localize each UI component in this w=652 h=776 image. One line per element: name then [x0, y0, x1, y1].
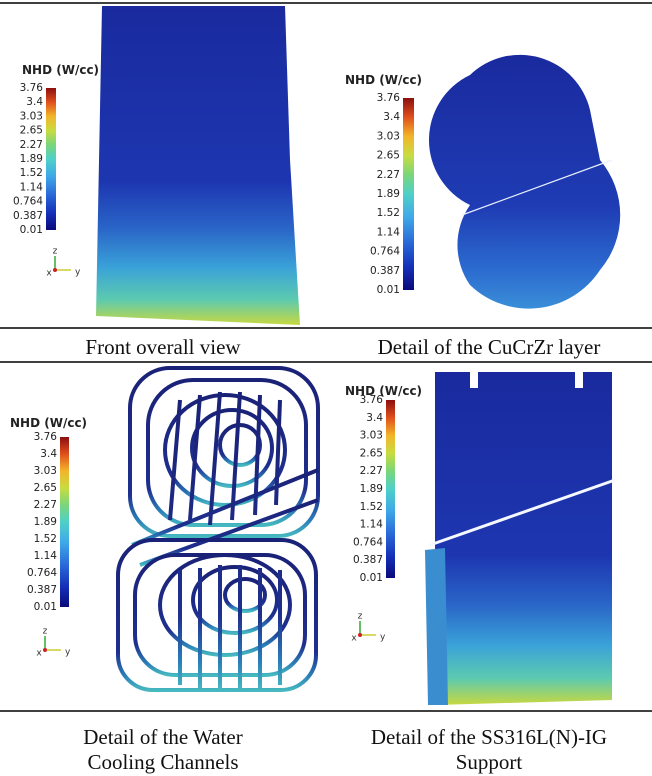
colorbar-label: 1.89 [377, 188, 400, 200]
colorbar-label: 2.65 [20, 125, 43, 137]
colorbar-title: NHD (W/cc) [345, 384, 422, 398]
triad-label: y [65, 648, 71, 658]
colorbar-label: 3.76 [20, 82, 44, 94]
colorbar-label: 3.03 [34, 465, 57, 477]
colorbar [403, 98, 414, 290]
colorbar-label: 0.01 [20, 224, 43, 236]
colorbar-label: 3.76 [377, 92, 401, 104]
axis-triad [358, 633, 362, 637]
triad-label: z [358, 612, 363, 622]
colorbar-label: 0.387 [13, 210, 43, 222]
colorbar-label: 3.4 [366, 412, 383, 424]
colorbar-label: 1.89 [360, 483, 383, 495]
caption: Detail of the SS316L(N)-IG [371, 725, 607, 749]
channels-image [116, 366, 320, 692]
colorbar-label: 2.65 [34, 482, 57, 494]
colorbar-label: 3.76 [360, 394, 384, 406]
colorbar-label: 1.52 [377, 207, 400, 219]
triad-label: x [351, 634, 357, 644]
colorbar-label: 3.03 [377, 130, 400, 142]
colorbar [386, 400, 395, 578]
cucrzr-image [428, 54, 621, 309]
caption: Detail of the Water [83, 725, 242, 749]
colorbar-title: NHD (W/cc) [10, 416, 87, 430]
colorbar-label: 3.03 [360, 430, 383, 442]
colorbar-label: 0.764 [27, 567, 57, 579]
colorbar-title: NHD (W/cc) [22, 63, 99, 77]
colorbar-label: 0.764 [13, 196, 43, 208]
colorbar-label: 0.01 [377, 284, 400, 296]
colorbar-label: 3.4 [383, 111, 400, 123]
triad-label: z [53, 247, 58, 257]
colorbar-label: 2.65 [360, 447, 383, 459]
colorbar-label: 1.14 [377, 226, 401, 238]
colorbar-label: 1.14 [20, 181, 44, 193]
caption: Detail of the CuCrZr layer [378, 335, 601, 359]
colorbar-label: 2.27 [377, 169, 400, 181]
colorbar-label: 0.387 [370, 265, 400, 277]
colorbar-label: 1.14 [34, 550, 58, 562]
colorbar-label: 3.03 [20, 110, 43, 122]
colorbar-label: 2.65 [377, 150, 400, 162]
front-view-image [96, 6, 300, 325]
triad-label: y [380, 633, 386, 643]
colorbar-label: 2.27 [34, 499, 57, 511]
colorbar-label: 0.387 [353, 554, 383, 566]
caption: Cooling Channels [87, 750, 238, 774]
colorbar-label: 2.27 [20, 139, 43, 151]
colorbar-title: NHD (W/cc) [345, 73, 422, 87]
colorbar-label: 3.4 [26, 96, 43, 108]
caption: Front overall view [85, 335, 241, 359]
colorbar-label: 0.764 [370, 246, 400, 258]
colorbar-label: 1.52 [360, 501, 383, 513]
triad-label: y [75, 268, 81, 278]
colorbar-label: 3.76 [34, 431, 58, 443]
colorbar-label: 1.52 [34, 533, 57, 545]
triad-label: z [43, 627, 48, 637]
colorbar-label: 1.89 [34, 516, 57, 528]
colorbar-label: 1.52 [20, 167, 43, 179]
axis-triad [43, 648, 47, 652]
caption: Support [456, 750, 523, 774]
support-image [425, 368, 616, 705]
colorbar-label: 3.4 [40, 448, 57, 460]
axis-triad [53, 268, 57, 272]
colorbar-label: 0.387 [27, 584, 57, 596]
colorbar-label: 2.27 [360, 465, 383, 477]
colorbar-label: 1.14 [360, 519, 384, 531]
colorbar-label: 0.764 [353, 536, 383, 548]
triad-label: x [46, 269, 52, 279]
colorbar-label: 0.01 [34, 601, 57, 613]
triad-label: x [36, 649, 42, 659]
colorbar-label: 0.01 [360, 572, 383, 584]
colorbar-label: 1.89 [20, 153, 43, 165]
colorbar [46, 88, 56, 230]
colorbar [60, 437, 69, 607]
